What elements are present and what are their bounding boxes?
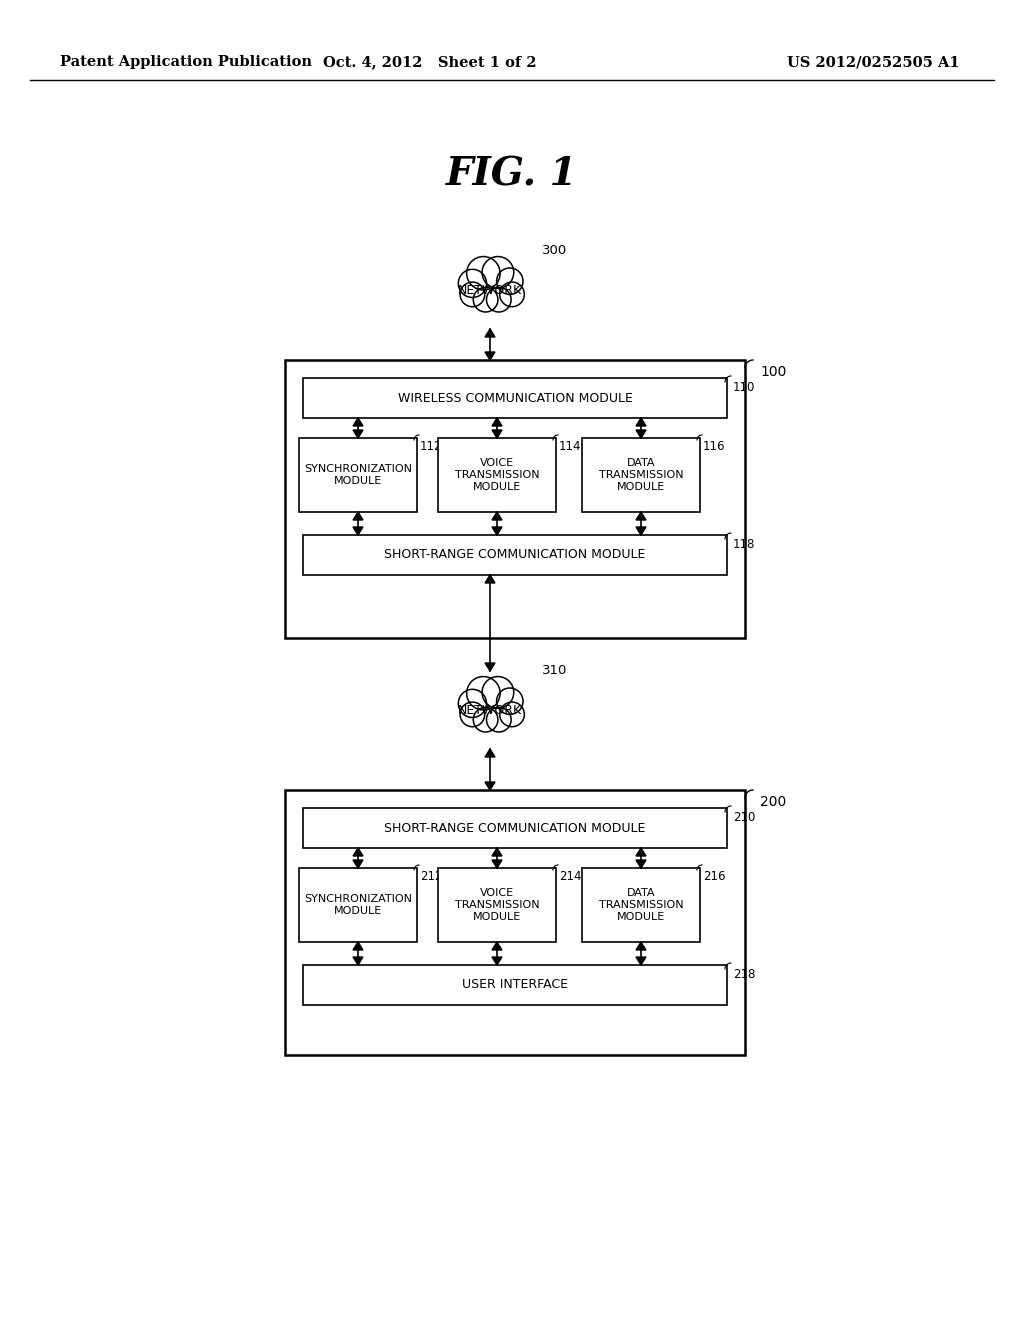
Polygon shape bbox=[485, 329, 495, 337]
Bar bbox=[299, 869, 417, 942]
Circle shape bbox=[500, 702, 524, 727]
Polygon shape bbox=[492, 527, 502, 535]
Bar bbox=[582, 438, 700, 512]
Text: VOICE
TRANSMISSION
MODULE: VOICE TRANSMISSION MODULE bbox=[455, 888, 540, 921]
Text: 210: 210 bbox=[733, 810, 756, 824]
Text: VOICE
TRANSMISSION
MODULE: VOICE TRANSMISSION MODULE bbox=[455, 458, 540, 491]
Polygon shape bbox=[636, 847, 646, 855]
Circle shape bbox=[500, 282, 524, 306]
Circle shape bbox=[460, 282, 484, 306]
Text: 300: 300 bbox=[542, 244, 567, 257]
Polygon shape bbox=[492, 942, 502, 950]
Bar bbox=[285, 360, 745, 638]
Polygon shape bbox=[485, 748, 495, 756]
Circle shape bbox=[473, 288, 498, 312]
Text: WIRELESS COMMUNICATION MODULE: WIRELESS COMMUNICATION MODULE bbox=[397, 392, 633, 404]
Text: NETWORK: NETWORK bbox=[458, 704, 522, 717]
Polygon shape bbox=[353, 418, 362, 426]
Polygon shape bbox=[492, 512, 502, 520]
Bar bbox=[303, 378, 727, 418]
Text: 218: 218 bbox=[733, 968, 756, 981]
Text: DATA
TRANSMISSION
MODULE: DATA TRANSMISSION MODULE bbox=[599, 458, 683, 491]
Text: Patent Application Publication: Patent Application Publication bbox=[60, 55, 312, 69]
Text: DATA
TRANSMISSION
MODULE: DATA TRANSMISSION MODULE bbox=[599, 888, 683, 921]
Polygon shape bbox=[636, 418, 646, 426]
Text: 212: 212 bbox=[420, 870, 442, 883]
Polygon shape bbox=[353, 847, 362, 855]
Polygon shape bbox=[636, 942, 646, 950]
Circle shape bbox=[486, 288, 511, 312]
Polygon shape bbox=[636, 527, 646, 535]
Bar bbox=[303, 808, 727, 847]
Text: 100: 100 bbox=[760, 366, 786, 379]
Circle shape bbox=[459, 689, 486, 718]
Polygon shape bbox=[492, 847, 502, 855]
Circle shape bbox=[486, 708, 511, 733]
Polygon shape bbox=[353, 942, 362, 950]
Circle shape bbox=[497, 688, 523, 714]
Bar bbox=[438, 438, 556, 512]
Circle shape bbox=[497, 268, 523, 294]
Circle shape bbox=[482, 677, 514, 709]
Text: FIG. 1: FIG. 1 bbox=[446, 156, 578, 194]
Circle shape bbox=[467, 677, 500, 710]
Text: USER INTERFACE: USER INTERFACE bbox=[462, 978, 568, 991]
Polygon shape bbox=[636, 957, 646, 965]
Polygon shape bbox=[353, 430, 362, 438]
Circle shape bbox=[459, 269, 486, 297]
Polygon shape bbox=[485, 576, 495, 583]
Text: 116: 116 bbox=[703, 440, 725, 453]
Text: 200: 200 bbox=[760, 795, 786, 809]
Text: 114: 114 bbox=[559, 440, 582, 453]
Circle shape bbox=[460, 702, 484, 727]
Bar bbox=[303, 535, 727, 576]
Text: 214: 214 bbox=[559, 870, 582, 883]
Text: SYNCHRONIZATION
MODULE: SYNCHRONIZATION MODULE bbox=[304, 894, 412, 916]
Polygon shape bbox=[485, 663, 495, 671]
Circle shape bbox=[467, 256, 500, 290]
Polygon shape bbox=[636, 861, 646, 869]
Polygon shape bbox=[485, 781, 495, 789]
Polygon shape bbox=[492, 861, 502, 869]
Polygon shape bbox=[353, 527, 362, 535]
Text: 310: 310 bbox=[542, 664, 567, 677]
Polygon shape bbox=[492, 430, 502, 438]
Polygon shape bbox=[353, 957, 362, 965]
Text: SYNCHRONIZATION
MODULE: SYNCHRONIZATION MODULE bbox=[304, 465, 412, 486]
Circle shape bbox=[473, 708, 498, 733]
Text: NETWORK: NETWORK bbox=[458, 284, 522, 297]
Polygon shape bbox=[353, 512, 362, 520]
Bar bbox=[582, 869, 700, 942]
Polygon shape bbox=[492, 957, 502, 965]
Polygon shape bbox=[492, 418, 502, 426]
Polygon shape bbox=[485, 352, 495, 360]
Text: 216: 216 bbox=[703, 870, 725, 883]
Polygon shape bbox=[636, 430, 646, 438]
Circle shape bbox=[482, 256, 514, 288]
Text: 110: 110 bbox=[733, 381, 756, 393]
Text: Oct. 4, 2012   Sheet 1 of 2: Oct. 4, 2012 Sheet 1 of 2 bbox=[324, 55, 537, 69]
Bar bbox=[299, 438, 417, 512]
Text: 118: 118 bbox=[733, 539, 756, 550]
Bar bbox=[285, 789, 745, 1055]
Text: 112: 112 bbox=[420, 440, 442, 453]
Bar bbox=[303, 965, 727, 1005]
Text: SHORT-RANGE COMMUNICATION MODULE: SHORT-RANGE COMMUNICATION MODULE bbox=[384, 821, 646, 834]
Text: SHORT-RANGE COMMUNICATION MODULE: SHORT-RANGE COMMUNICATION MODULE bbox=[384, 549, 646, 561]
Bar bbox=[438, 869, 556, 942]
Polygon shape bbox=[636, 512, 646, 520]
Text: US 2012/0252505 A1: US 2012/0252505 A1 bbox=[787, 55, 961, 69]
Polygon shape bbox=[353, 861, 362, 869]
